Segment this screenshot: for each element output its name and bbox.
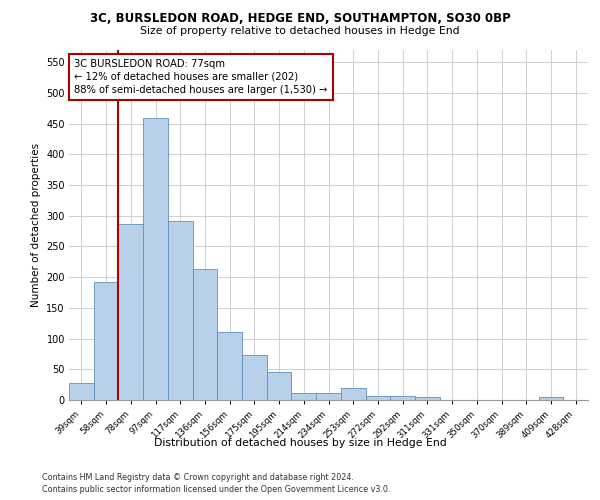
Text: 3C, BURSLEDON ROAD, HEDGE END, SOUTHAMPTON, SO30 0BP: 3C, BURSLEDON ROAD, HEDGE END, SOUTHAMPT…	[89, 12, 511, 26]
Bar	[539, 397, 563, 400]
Bar	[242, 355, 267, 400]
Bar	[193, 269, 217, 400]
Bar	[390, 396, 415, 400]
Bar	[118, 224, 143, 400]
Bar	[292, 392, 316, 400]
Bar	[94, 282, 118, 400]
Bar	[143, 118, 168, 400]
Bar	[415, 397, 440, 400]
Bar	[69, 383, 94, 400]
Bar	[365, 396, 390, 400]
Text: Contains HM Land Registry data © Crown copyright and database right 2024.: Contains HM Land Registry data © Crown c…	[42, 472, 354, 482]
Bar	[267, 372, 292, 400]
Y-axis label: Number of detached properties: Number of detached properties	[31, 143, 41, 307]
Bar	[316, 393, 341, 400]
Text: Contains public sector information licensed under the Open Government Licence v3: Contains public sector information licen…	[42, 485, 391, 494]
Bar	[341, 388, 365, 400]
Bar	[217, 332, 242, 400]
Text: Distribution of detached houses by size in Hedge End: Distribution of detached houses by size …	[154, 438, 446, 448]
Text: Size of property relative to detached houses in Hedge End: Size of property relative to detached ho…	[140, 26, 460, 36]
Text: 3C BURSLEDON ROAD: 77sqm
← 12% of detached houses are smaller (202)
88% of semi-: 3C BURSLEDON ROAD: 77sqm ← 12% of detach…	[74, 59, 328, 95]
Bar	[168, 222, 193, 400]
